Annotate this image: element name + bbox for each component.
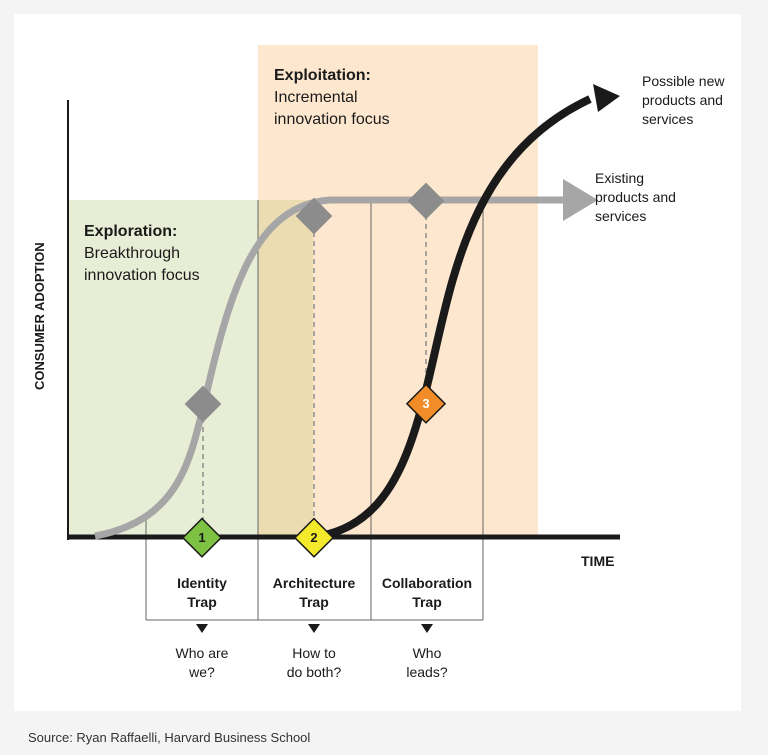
dashed-drop-lines — [202, 215, 427, 522]
exploitation-line2: innovation focus — [274, 111, 390, 128]
trap-3-name-line2: Trap — [412, 594, 442, 610]
new-products-arrowhead — [593, 84, 620, 112]
y-axis-label: CONSUMER ADOPTION — [32, 242, 47, 390]
exploration-line1: Breakthrough — [84, 245, 180, 262]
trap-3-name-line1: Collaboration — [382, 575, 472, 591]
trap-column-lines — [145, 200, 484, 621]
trap-3-marker: 3 — [405, 383, 447, 424]
trap-3-question-line1: Who — [413, 645, 442, 661]
trap-1-name-line2: Trap — [187, 594, 217, 610]
milestone-diamond-3 — [407, 182, 445, 220]
new-products-label-line3: services — [642, 111, 693, 127]
existing-products-label-line3: services — [595, 208, 646, 224]
new-products-label-line2: products and — [642, 92, 723, 108]
trap-2-question-line2: do both? — [287, 664, 342, 680]
exploration-line2: innovation focus — [84, 267, 200, 284]
trap-1-number: 1 — [198, 530, 205, 545]
trap-1-question-line2: we? — [188, 664, 215, 680]
exploitation-line1: Incremental — [274, 89, 358, 106]
existing-products-label-line1: Existing — [595, 170, 644, 186]
trap-1-pointer — [196, 624, 208, 633]
trap-1-name-line1: Identity — [177, 575, 227, 591]
trap-3-question-line2: leads? — [406, 664, 447, 680]
exploration-title: Exploration: — [84, 223, 177, 240]
source-caption: Source: Ryan Raffaelli, Harvard Business… — [28, 730, 311, 745]
new-products-label-line1: Possible new — [642, 73, 725, 89]
trap-2-name-line1: Architecture — [273, 575, 356, 591]
milestone-diamond-1 — [184, 385, 222, 423]
x-axis-label: TIME — [581, 553, 614, 569]
trap-2-number: 2 — [310, 530, 317, 545]
new-products-curve — [311, 95, 592, 541]
trap-2-marker: 2 — [293, 517, 335, 558]
exploitation-title: Exploitation: — [274, 67, 371, 84]
trap-2-pointer — [308, 624, 320, 633]
trap-2-name-line2: Trap — [299, 594, 329, 610]
trap-1-question-line1: Who are — [176, 645, 229, 661]
existing-products-label-line2: products and — [595, 189, 676, 205]
trap-3-number: 3 — [422, 396, 429, 411]
milestone-diamond-2 — [295, 197, 333, 235]
overlap-region — [258, 200, 313, 537]
trap-3-pointer — [421, 624, 433, 633]
trap-1-marker: 1 — [181, 517, 223, 558]
trap-2-question-line1: How to — [292, 645, 336, 661]
diagram-card: CONSUMER ADOPTION TIME 1 2 3 Exploration… — [14, 14, 741, 711]
innovation-traps-diagram: CONSUMER ADOPTION TIME 1 2 3 Exploration… — [32, 45, 725, 680]
